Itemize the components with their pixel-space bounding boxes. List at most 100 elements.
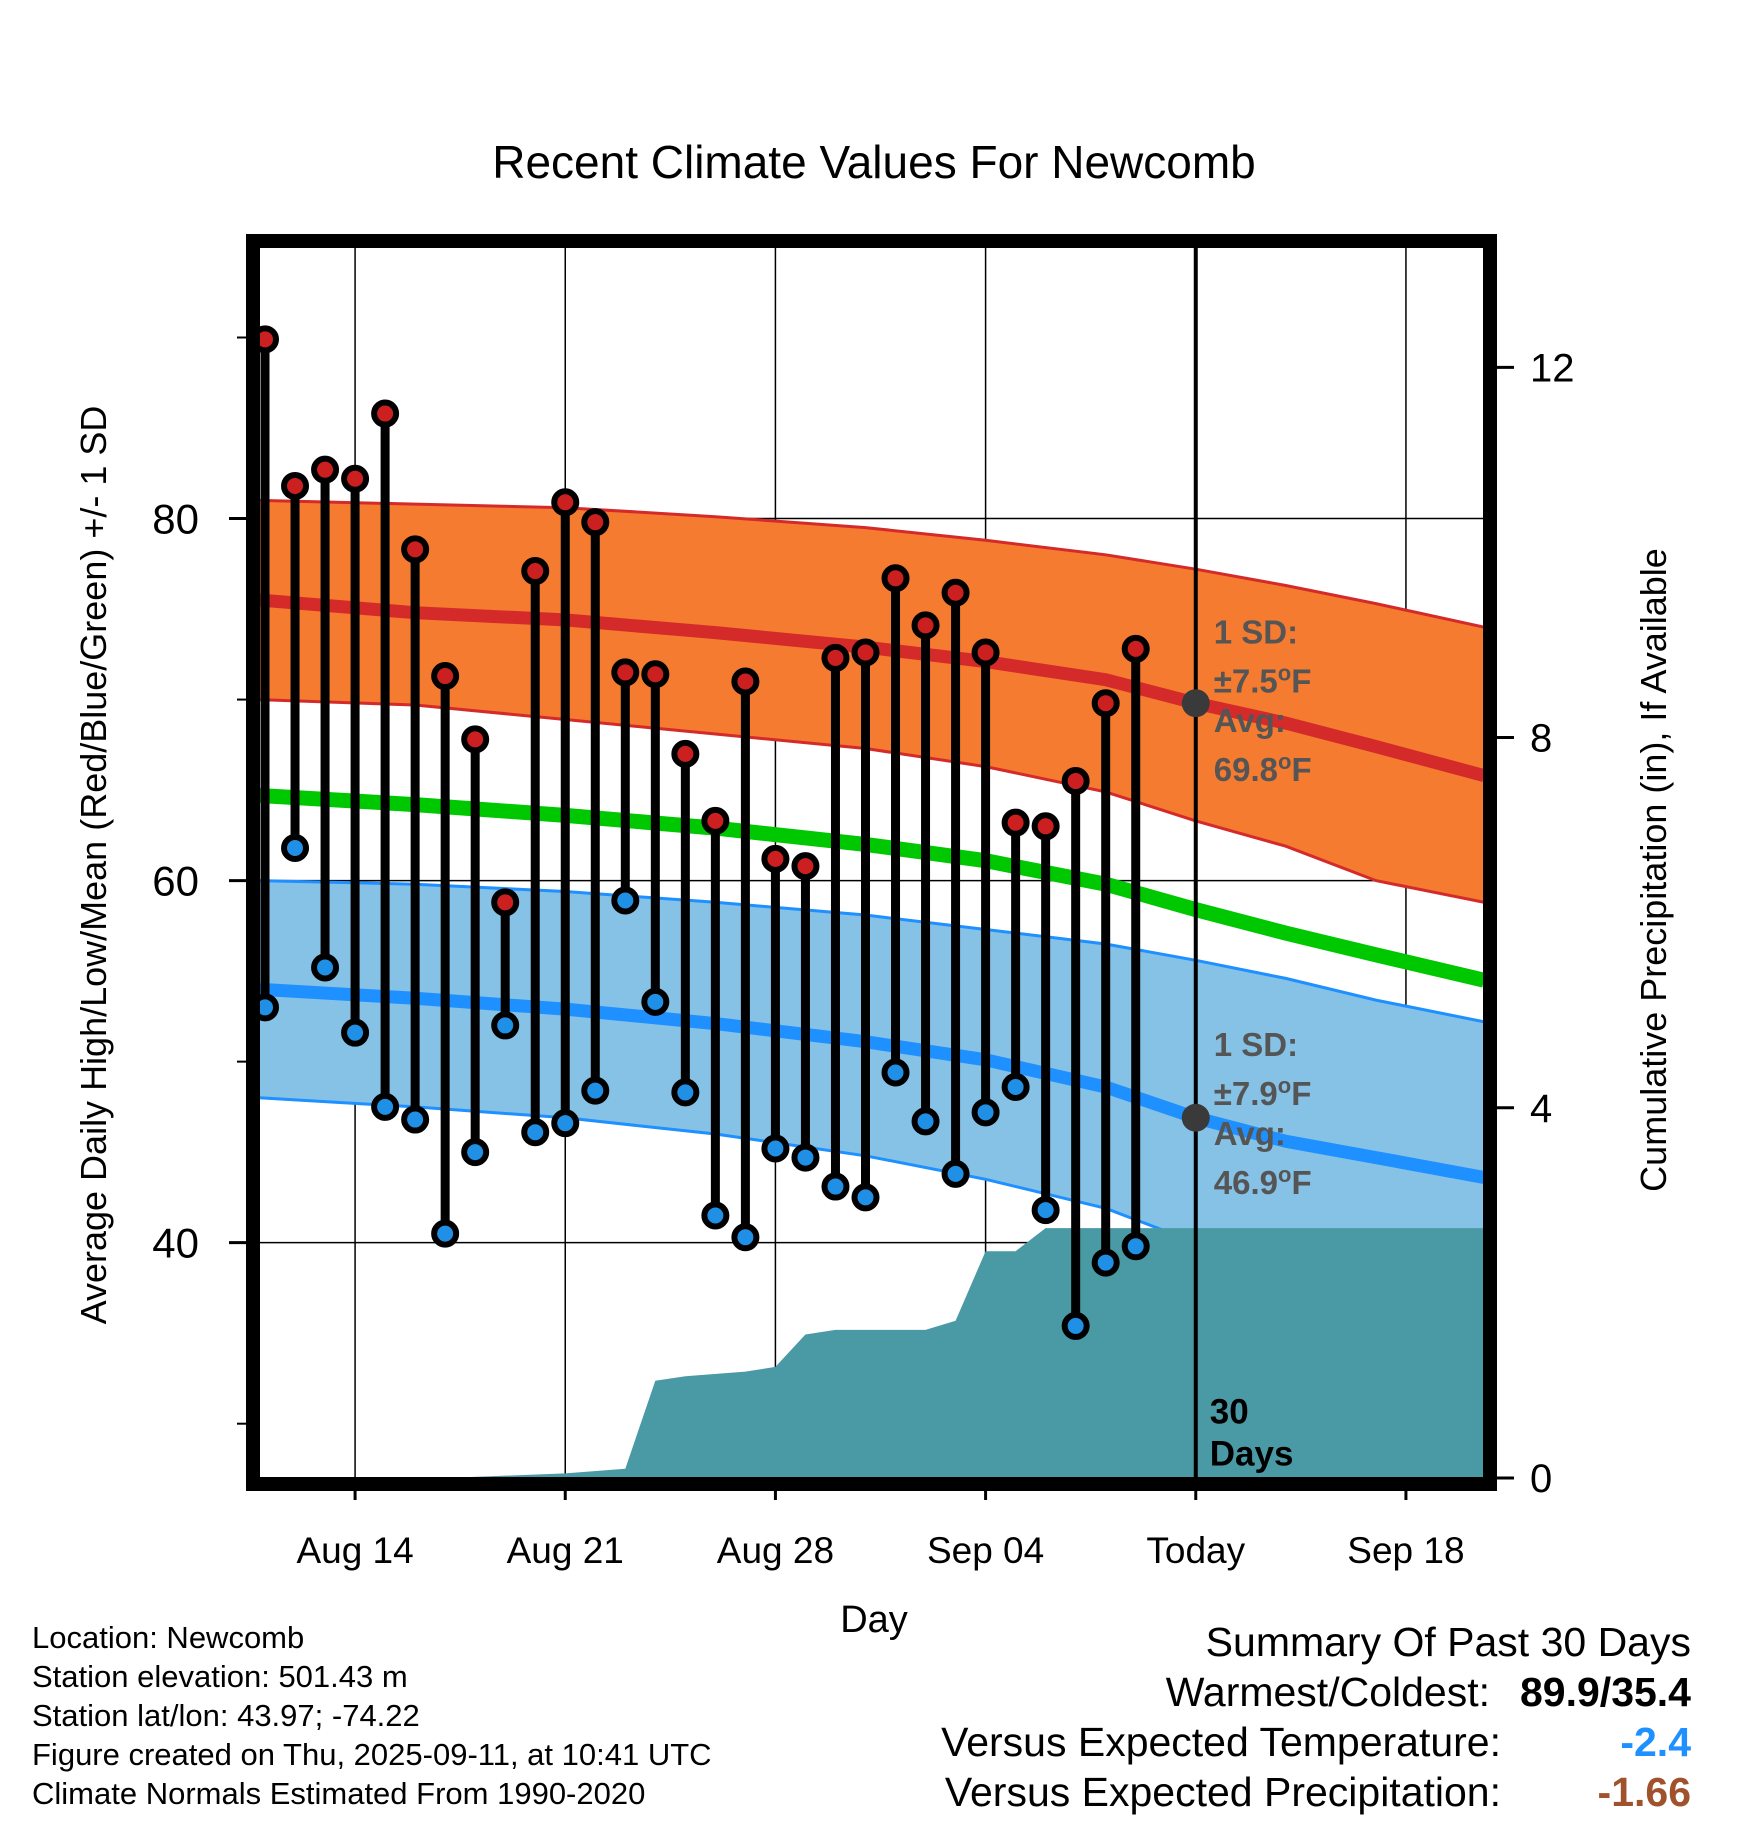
daily-high-point — [1121, 634, 1150, 663]
high-band-upper-edge — [259, 498, 1484, 629]
high-avg-value: 69.8oF — [1214, 749, 1312, 789]
daily-high-point — [911, 611, 940, 640]
daily-low-point — [821, 1172, 850, 1201]
daily-high-point — [581, 508, 610, 537]
daily-high-point — [791, 852, 820, 881]
daily-low-point — [491, 1011, 520, 1040]
daily-low-point — [611, 886, 640, 915]
x-tick-label: Aug 21 — [507, 1530, 624, 1571]
daily-low-point — [911, 1107, 940, 1136]
window-label-days: Days — [1210, 1434, 1294, 1473]
daily-low-point — [1091, 1248, 1120, 1277]
x-axis-label: Day — [840, 1599, 908, 1641]
daily-low-point — [731, 1223, 760, 1252]
y2-tick-label: 12 — [1530, 346, 1575, 390]
daily-low-point — [761, 1134, 790, 1163]
daily-high-point — [1031, 812, 1060, 841]
plot-frame — [246, 234, 1497, 1491]
low-sd-value: ±7.9oF — [1214, 1073, 1312, 1113]
daily-high-point — [701, 806, 730, 835]
daily-high-point — [611, 658, 640, 687]
daily-high-point — [431, 662, 460, 691]
low-sd-label: 1 SD: — [1214, 1026, 1298, 1063]
station-latlon: Station lat/lon: 43.97; -74.22 — [32, 1698, 420, 1733]
daily-low-point — [461, 1138, 490, 1167]
daily-high-point — [491, 888, 520, 917]
daily-high-point — [731, 667, 760, 696]
daily-high-point — [671, 739, 700, 768]
y-axis-label: Average Daily High/Low/Mean (Red/Blue/Gr… — [73, 406, 114, 1325]
y2-axis-label: Cumulative Precipitation (in), If Availa… — [1633, 548, 1674, 1192]
warm-cold-label: Warmest/Coldest: — [1165, 1669, 1490, 1715]
daily-high-point — [259, 325, 280, 354]
temp-departure-value: -2.4 — [1620, 1719, 1691, 1765]
daily-low-point — [281, 834, 310, 863]
x-tick-label: Aug 14 — [296, 1530, 413, 1571]
high-sd-value: ±7.5oF — [1214, 660, 1312, 700]
daily-low-point — [371, 1092, 400, 1121]
daily-low-point — [701, 1201, 730, 1230]
daily-low-point — [551, 1109, 580, 1138]
daily-low-point — [521, 1118, 550, 1147]
daily-low-point — [791, 1143, 820, 1172]
figure-created: Figure created on Thu, 2025-09-11, at 10… — [32, 1737, 712, 1772]
daily-low-point — [259, 993, 280, 1022]
low-avg-value: 46.9oF — [1214, 1161, 1312, 1201]
daily-high-point — [941, 578, 970, 607]
precipitation-area — [259, 1228, 1484, 1478]
daily-high-point — [401, 535, 430, 564]
daily-high-point — [281, 471, 310, 500]
temp-departure-label: Versus Expected Temperature: — [941, 1719, 1501, 1765]
daily-low-point — [971, 1098, 1000, 1127]
daily-low-point — [641, 987, 670, 1016]
low-avg-marker — [1181, 1103, 1210, 1132]
daily-low-point — [671, 1078, 700, 1107]
y2-tick-label: 8 — [1530, 717, 1552, 761]
x-tick-label: Today — [1146, 1530, 1245, 1571]
daily-low-point — [881, 1058, 910, 1087]
daily-low-point — [1001, 1072, 1030, 1101]
summary-warm-cold: Warmest/Coldest: 89.9/35.4 — [941, 1667, 1691, 1717]
y-tick-label: 60 — [152, 858, 199, 905]
summary-temp: Versus Expected Temperature: -2.4 — [941, 1717, 1691, 1767]
y2-tick-label: 0 — [1530, 1457, 1552, 1501]
daily-high-point — [851, 638, 880, 667]
station-elevation: Station elevation: 501.43 m — [32, 1659, 408, 1694]
low-avg-label: Avg: — [1214, 1115, 1286, 1152]
x-tick-label: Sep 04 — [927, 1530, 1044, 1571]
high-avg-label: Avg: — [1214, 702, 1286, 739]
chart-title: Recent Climate Values For Newcomb — [492, 136, 1256, 188]
station-info: Location: Newcomb Station elevation: 501… — [32, 1618, 712, 1813]
station-location: Location: Newcomb — [32, 1620, 305, 1655]
daily-high-point — [641, 660, 670, 689]
daily-high-point — [461, 725, 490, 754]
daily-low-point — [851, 1183, 880, 1212]
daily-high-point — [371, 399, 400, 428]
daily-high-point — [521, 557, 550, 586]
daily-high-point — [1001, 808, 1030, 837]
daily-low-point — [401, 1105, 430, 1134]
daily-low-point — [1031, 1196, 1060, 1225]
daily-low-point — [941, 1159, 970, 1188]
daily-low-point — [581, 1076, 610, 1105]
daily-high-point — [341, 464, 370, 493]
daily-high-point — [761, 844, 790, 873]
daily-low-point — [311, 953, 340, 982]
summary-title: Summary Of Past 30 Days — [1205, 1619, 1691, 1665]
warm-cold-value: 89.9/35.4 — [1520, 1669, 1691, 1715]
daily-low-point — [431, 1219, 460, 1248]
window-label-count: 30 — [1210, 1393, 1249, 1432]
summary-precip: Versus Expected Precipitation: -1.66 — [941, 1767, 1691, 1817]
daily-high-point — [881, 564, 910, 593]
axes: Aug 14 Aug 21 Aug 28 Sep 04 Today Sep 1840608… — [152, 234, 1575, 1571]
daily-low-point — [1061, 1311, 1090, 1340]
y-tick-label: 80 — [152, 496, 199, 543]
daily-high-point — [311, 455, 340, 484]
daily-low-point — [1121, 1232, 1150, 1261]
daily-high-point — [551, 488, 580, 517]
daily-low-point — [341, 1018, 370, 1047]
daily-high-point — [821, 643, 850, 672]
summary-panel: Summary Of Past 30 Days Warmest/Coldest:… — [941, 1617, 1691, 1817]
high-sd-label: 1 SD: — [1214, 613, 1298, 650]
